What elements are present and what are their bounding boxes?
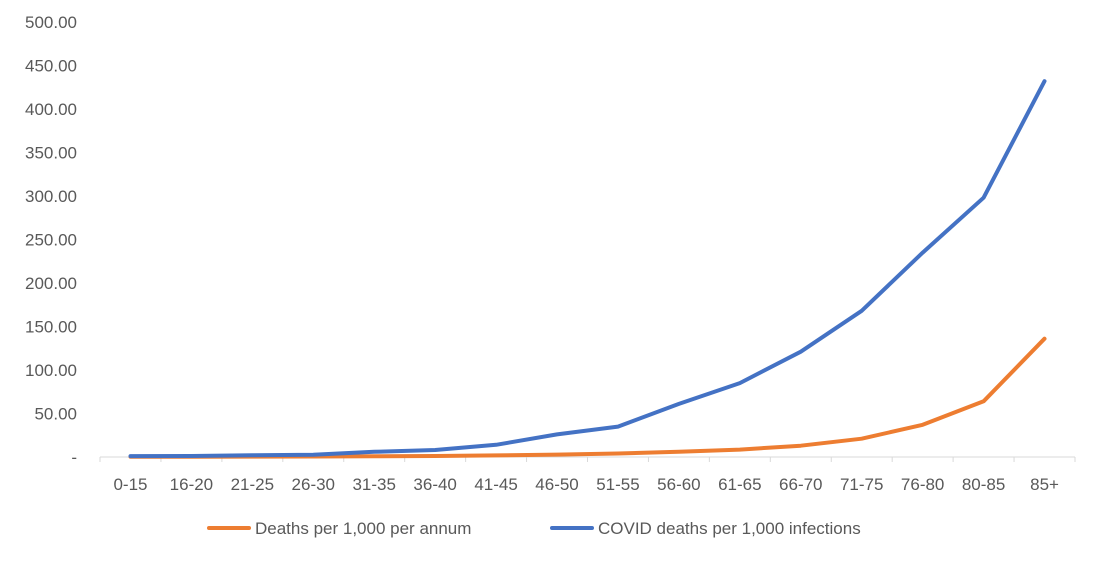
y-tick-label: 250.00: [25, 231, 77, 250]
y-tick-label: 400.00: [25, 100, 77, 119]
y-tick-label: 50.00: [34, 405, 77, 424]
y-tick-label: 100.00: [25, 361, 77, 380]
legend: Deaths per 1,000 per annum COVID deaths p…: [207, 519, 861, 538]
x-tick-label: 76-80: [901, 475, 944, 494]
legend-label: Deaths per 1,000 per annum: [255, 519, 471, 538]
x-tick-label: 51-55: [596, 475, 639, 494]
y-tick-label: 200.00: [25, 274, 77, 293]
legend-label: COVID deaths per 1,000 infections: [598, 519, 861, 538]
y-tick-label: 300.00: [25, 187, 77, 206]
x-tick-label: 41-45: [474, 475, 517, 494]
y-tick-label: 450.00: [25, 57, 77, 76]
x-tick-label: 85+: [1030, 475, 1059, 494]
x-tick-label: 31-35: [352, 475, 395, 494]
x-tick-label: 36-40: [413, 475, 456, 494]
x-tick-label: 56-60: [657, 475, 700, 494]
series-line-deaths-per-annum: [128, 336, 1047, 459]
x-tick-label: 0-15: [113, 475, 147, 494]
y-tick-label: 500.00: [25, 13, 77, 32]
x-axis-ticks: 0-15 16-20 21-25 26-30 31-35 36-40 41-45 46-50 5…: [113, 475, 1059, 494]
y-tick-label: -: [71, 448, 77, 467]
y-axis-ticks: - 50.00 100.00 150.00 200.00 250.00 300.00 350.…: [25, 13, 77, 467]
y-tick-label: 150.00: [25, 318, 77, 337]
x-tick-label: 26-30: [292, 475, 335, 494]
x-tick-label: 21-25: [231, 475, 274, 494]
x-tick-label: 66-70: [779, 475, 822, 494]
x-tick-label: 46-50: [535, 475, 578, 494]
y-tick-label: 350.00: [25, 144, 77, 163]
series-line-covid-deaths: [128, 79, 1047, 459]
x-tick-label: 71-75: [840, 475, 883, 494]
x-tick-label: 80-85: [962, 475, 1005, 494]
x-tick-label: 61-65: [718, 475, 761, 494]
series-lines: [128, 79, 1047, 459]
x-tick-label: 16-20: [170, 475, 213, 494]
